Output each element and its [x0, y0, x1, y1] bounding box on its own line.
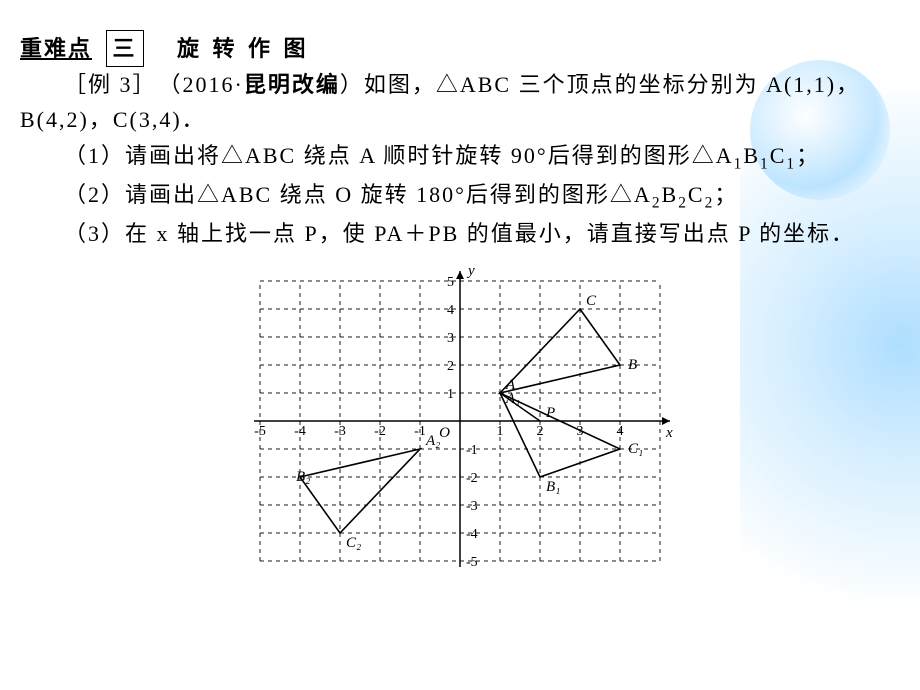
svg-text:1: 1 [447, 387, 454, 402]
svg-text:-1: -1 [466, 443, 478, 458]
q2-mid1: B [662, 182, 679, 207]
svg-text:B: B [628, 357, 637, 373]
svg-text:B₁: B₁ [546, 479, 560, 495]
svg-text:-1: -1 [414, 424, 426, 439]
q1-end: ； [796, 143, 820, 168]
svg-text:C₁: C₁ [628, 441, 643, 457]
svg-text:-5: -5 [466, 555, 478, 570]
q2-mid2: C [688, 182, 705, 207]
q2-sub3: 2 [705, 194, 715, 211]
svg-text:-3: -3 [466, 499, 478, 514]
svg-text:-2: -2 [374, 424, 386, 439]
svg-text:2: 2 [447, 359, 454, 374]
page: 重难点 三 旋 转 作 图 ［例 3］ （2016·昆明改编）如图，△ABC 三… [0, 0, 920, 690]
svg-text:x: x [665, 425, 673, 441]
svg-text:-4: -4 [466, 527, 478, 542]
svg-text:-2: -2 [466, 471, 478, 486]
content: 重难点 三 旋 转 作 图 ［例 3］ （2016·昆明改编）如图，△ABC 三… [20, 30, 900, 581]
svg-text:y: y [466, 263, 475, 279]
svg-text:5: 5 [447, 275, 454, 290]
svg-text:2: 2 [537, 424, 544, 439]
coordinate-figure: -5-4-3-2-1123412345-1-2-3-4-5xyOABCA₁B₁C… [240, 261, 680, 581]
example-source: 昆明改编 [244, 72, 340, 97]
heading-label: 重难点 [20, 36, 92, 61]
example-lead: ［例 3］ （2016· [64, 72, 244, 97]
q1-sub3: 1 [786, 155, 796, 172]
svg-text:C: C [586, 293, 597, 309]
question-2: （2）请画出△ABC 绕点 O 旋转 180°后得到的图形△A2B2C2； [20, 177, 900, 216]
svg-text:P: P [545, 405, 555, 421]
example-line: ［例 3］ （2016·昆明改编）如图，△ABC 三个顶点的坐标分别为 A(1,… [20, 67, 900, 137]
heading-title: 旋 转 作 图 [177, 36, 310, 61]
q2-sub2: 2 [678, 194, 688, 211]
svg-text:O: O [439, 425, 450, 441]
svg-text:3: 3 [447, 331, 454, 346]
svg-text:4: 4 [617, 424, 624, 439]
q2-pre: （2）请画出△ABC 绕点 O 旋转 180°后得到的图形△A [64, 182, 652, 207]
q1-pre: （1）请画出将△ABC 绕点 A 顺时针旋转 90°后得到的图形△A [64, 143, 734, 168]
q1-sub2: 1 [760, 155, 770, 172]
question-1: （1）请画出将△ABC 绕点 A 顺时针旋转 90°后得到的图形△A1B1C1； [20, 138, 900, 177]
question-3: （3）在 x 轴上找一点 P，使 PA＋PB 的值最小，请直接写出点 P 的坐标… [20, 216, 900, 251]
svg-text:C₂: C₂ [346, 535, 361, 551]
svg-text:1: 1 [497, 424, 504, 439]
q1-mid1: B [743, 143, 760, 168]
svg-text:-4: -4 [294, 424, 306, 439]
svg-text:-5: -5 [254, 424, 266, 439]
svg-text:A₁: A₁ [505, 391, 520, 407]
heading-number-box: 三 [106, 30, 144, 67]
q1-sub1: 1 [734, 155, 744, 172]
q2-sub1: 2 [652, 194, 662, 211]
heading-row: 重难点 三 旋 转 作 图 [20, 30, 900, 67]
svg-text:-3: -3 [334, 424, 346, 439]
svg-text:4: 4 [447, 303, 454, 318]
svg-text:B₂: B₂ [296, 469, 310, 485]
svg-text:A₂: A₂ [425, 433, 440, 449]
q2-end: ； [714, 182, 738, 207]
q1-mid2: C [770, 143, 787, 168]
